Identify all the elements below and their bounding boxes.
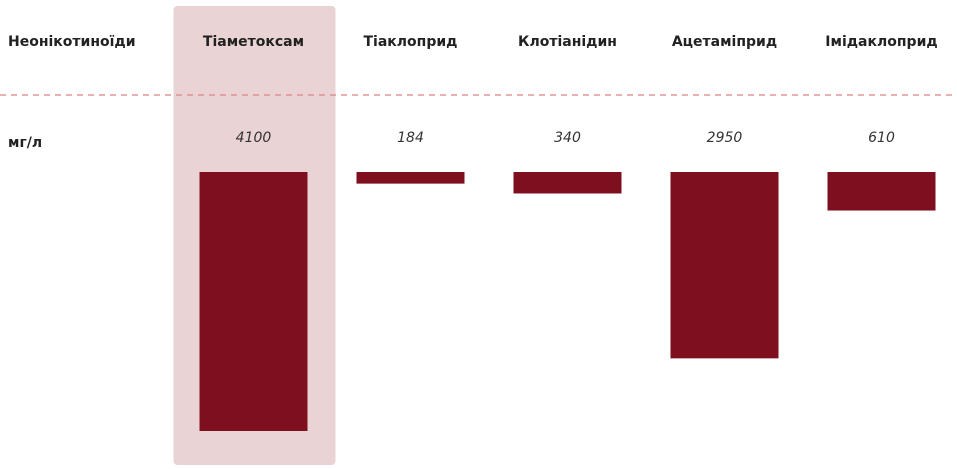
value-label: 340 bbox=[554, 130, 581, 146]
category-label: Тіаметоксам bbox=[203, 34, 304, 50]
value-label: 2950 bbox=[707, 130, 743, 146]
value-label: 184 bbox=[397, 130, 424, 146]
unit-label: мг/л bbox=[8, 135, 42, 151]
row-label: Неонікотиноїди bbox=[8, 34, 136, 50]
category-label: Тіаклоприд bbox=[364, 34, 458, 50]
category-label: Імідаклоприд bbox=[825, 34, 937, 50]
bar bbox=[199, 172, 308, 431]
bar bbox=[670, 172, 779, 359]
category-label: Клотіанідин bbox=[518, 34, 617, 50]
category-label: Ацетаміприд bbox=[672, 34, 777, 50]
bar bbox=[827, 172, 936, 211]
value-label: 610 bbox=[868, 130, 895, 146]
bar bbox=[513, 172, 622, 194]
bar bbox=[356, 172, 465, 184]
value-label: 4100 bbox=[236, 130, 272, 146]
